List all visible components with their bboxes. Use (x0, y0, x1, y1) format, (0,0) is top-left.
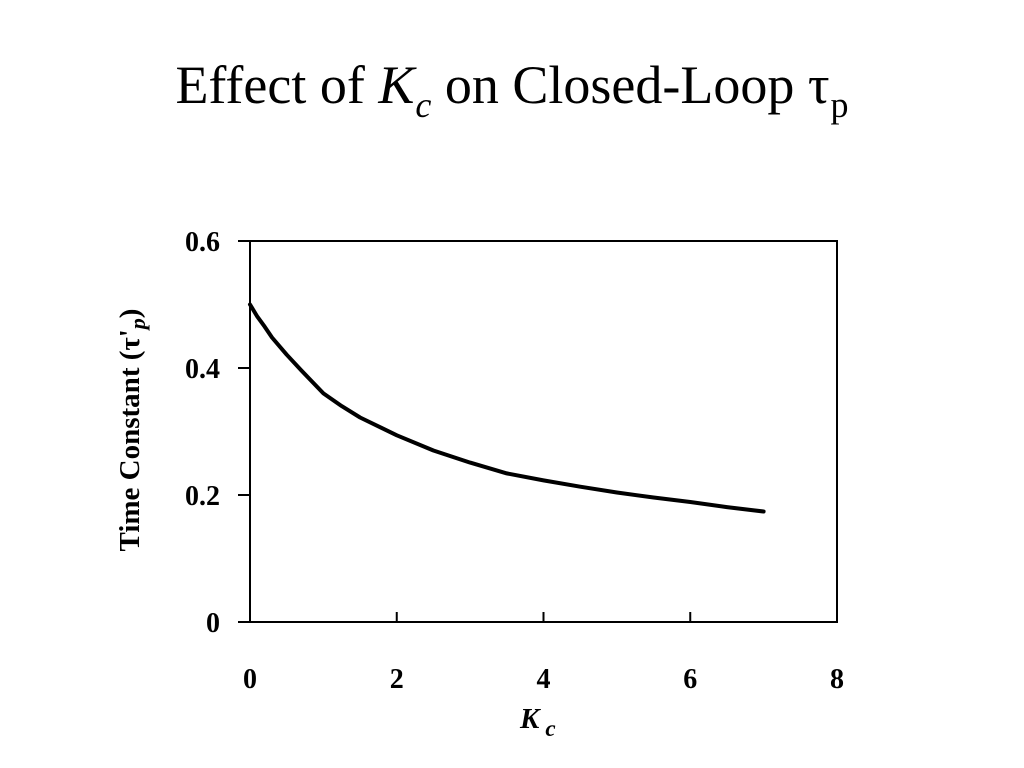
y-tick-label: 0 (206, 608, 220, 639)
y-axis-label: Time Constant (τ'p) (114, 309, 150, 552)
y-tick-label: 0.2 (185, 481, 220, 512)
x-tick-label: 6 (683, 664, 697, 695)
x-tick-label: 4 (537, 664, 551, 695)
title-variable-subscript: c (415, 85, 432, 125)
title-symbol-subscript: p (830, 85, 849, 125)
x-axis-ticks: 0 2 4 6 8 (243, 612, 844, 695)
title-variable: K (378, 55, 415, 115)
x-tick-label: 2 (390, 664, 404, 695)
series-line (248, 302, 766, 514)
x-tick-label: 0 (243, 664, 257, 695)
y-axis-ticks: 0 0.2 0.4 0.6 (185, 227, 250, 639)
title-middle: on Closed-Loop (431, 55, 808, 115)
title-prefix: Effect of (175, 55, 379, 115)
y-tick-label: 0.6 (185, 227, 220, 258)
series-layer (248, 302, 766, 514)
y-tick-label: 0.4 (185, 354, 220, 385)
title-symbol: τ (807, 55, 830, 115)
x-tick-label: 8 (830, 664, 844, 695)
slide-title: Effect of Kc on Closed-Loop τp (0, 55, 1024, 123)
plot-area-frame (249, 240, 838, 623)
